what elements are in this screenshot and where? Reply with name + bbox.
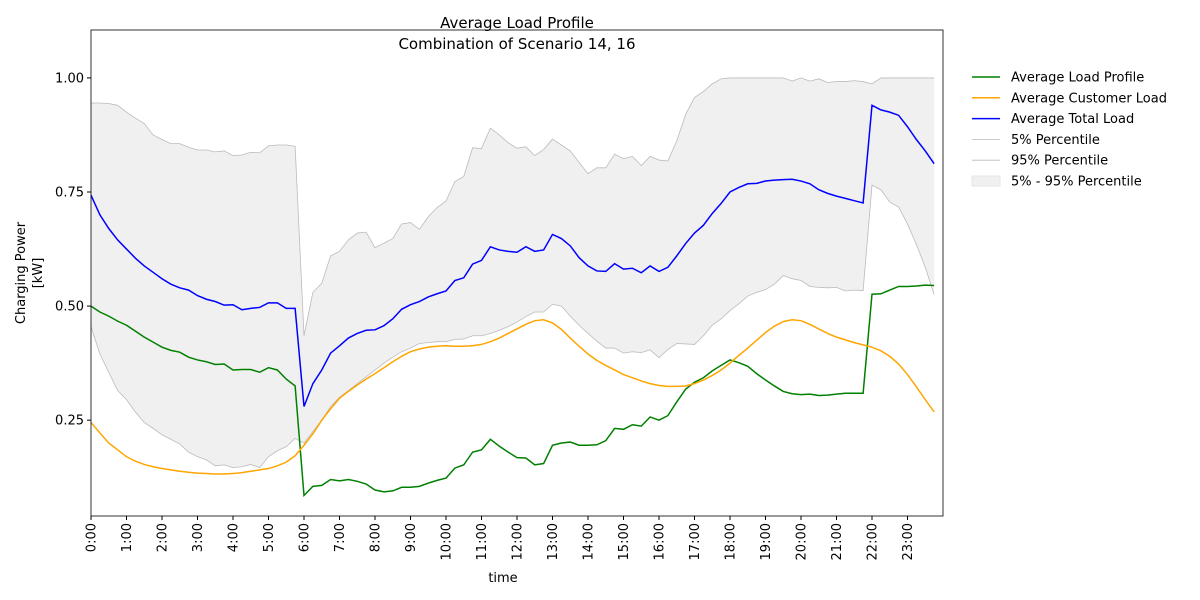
x-tick-label: 12:00 [511, 523, 526, 560]
y-tick-label: 0.75 [55, 186, 84, 201]
legend-label: 5% Percentile [1011, 133, 1100, 148]
legend-label: 5% - 95% Percentile [1011, 175, 1142, 190]
legend-label: Average Total Load [1011, 112, 1134, 127]
y-axis-label: Charging Power [14, 221, 29, 324]
chart-subtitle: Combination of Scenario 14, 16 [398, 35, 635, 53]
x-tick-label: 10:00 [440, 523, 455, 560]
series-line [90, 319, 935, 475]
x-tick-label: 7:00 [333, 523, 348, 552]
x-tick-label: 21:00 [830, 523, 845, 560]
y-tick-label: 0.25 [55, 414, 84, 429]
legend-label: Average Load Profile [1011, 71, 1144, 86]
x-tick-label: 22:00 [866, 523, 881, 560]
series-line [90, 104, 935, 407]
x-tick-label: 14:00 [582, 523, 597, 560]
x-tick-label: 3:00 [191, 523, 206, 552]
series-line [90, 184, 935, 469]
x-tick-label: 18:00 [724, 523, 739, 560]
x-tick-label: 19:00 [759, 523, 774, 560]
x-tick-label: 15:00 [617, 523, 632, 560]
x-tick-label: 20:00 [795, 523, 810, 560]
x-tick-label: 13:00 [546, 523, 561, 560]
series-line [90, 284, 935, 498]
x-tick-label: 23:00 [901, 523, 916, 560]
legend-swatch [971, 175, 1001, 187]
x-tick-label: 11:00 [475, 523, 490, 560]
y-tick-label: 0.50 [55, 300, 84, 315]
x-axis-label: time [488, 571, 517, 586]
legend-label: Average Customer Load [1011, 91, 1167, 106]
legend-label: 95% Percentile [1011, 154, 1108, 169]
percentile-band [91, 77, 935, 468]
x-tick-label: 16:00 [653, 523, 668, 560]
x-tick-label: 5:00 [262, 523, 277, 552]
x-tick-label: 2:00 [156, 523, 171, 552]
x-tick-label: 1:00 [120, 523, 135, 552]
chart-title: Average Load Profile [440, 14, 594, 32]
x-tick-label: 6:00 [298, 523, 313, 552]
x-tick-label: 17:00 [688, 523, 703, 560]
x-tick-label: 9:00 [404, 523, 419, 552]
x-tick-label: 0:00 [85, 523, 100, 552]
x-tick-label: 4:00 [227, 523, 242, 552]
x-tick-label: 8:00 [369, 523, 384, 552]
y-tick-label: 1.00 [55, 71, 84, 86]
series-line [91, 77, 935, 336]
y-axis-label: [kW] [31, 258, 46, 289]
